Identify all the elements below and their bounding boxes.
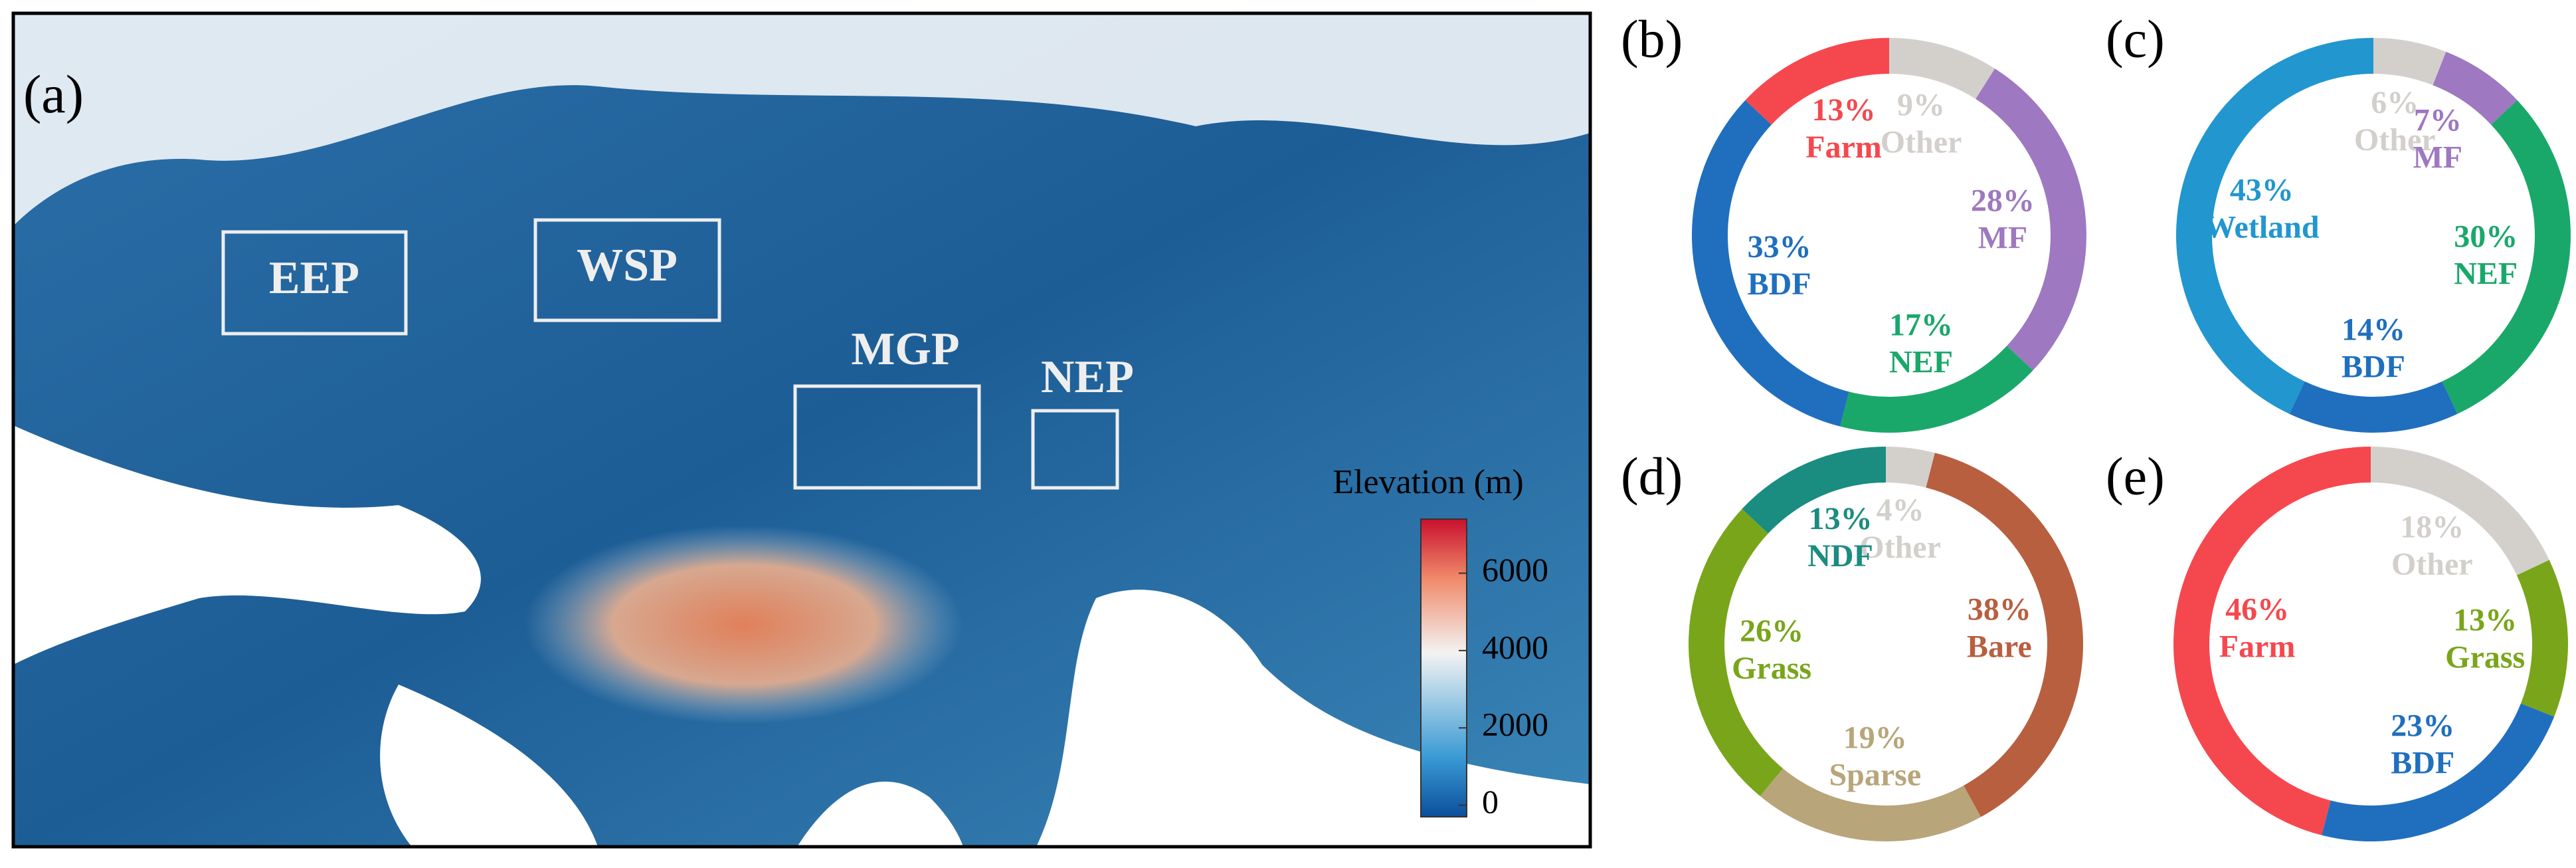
panel-label: (c) [2106, 10, 2165, 68]
donut-segment [1692, 100, 1849, 427]
category-label: MF [1978, 220, 2028, 255]
map-frame [11, 11, 1592, 849]
category-label: BDF [2342, 349, 2405, 384]
value-label: 28% [1971, 183, 2035, 218]
colorbar-tick-label: 6000 [1482, 551, 1548, 588]
category-label: BDF [1748, 267, 1811, 302]
value-label: 26% [1740, 613, 1803, 649]
value-label: 19% [1843, 720, 1907, 756]
panel-label: (a) [23, 64, 84, 124]
donut-segment [1889, 38, 1995, 99]
region-label: WSP [577, 240, 678, 291]
region-box [533, 218, 721, 322]
panel-label: (e) [2106, 447, 2165, 506]
value-label: 6% [2371, 85, 2419, 120]
donut-segment [2442, 100, 2571, 414]
donut-segment [1742, 447, 1886, 534]
category-label: Bare [1967, 629, 2032, 664]
region-label: MGP [851, 324, 959, 375]
donut-segment [2516, 560, 2568, 717]
plateau [525, 525, 963, 724]
region-label: EEP [269, 253, 359, 304]
donut-segment [2373, 38, 2446, 86]
donut-segment [1976, 68, 2086, 371]
value-label: 4% [1877, 492, 1924, 528]
category-label: Grass [1732, 651, 1811, 686]
colorbar-tick-label: 4000 [1482, 628, 1548, 665]
category-label: MF [2413, 140, 2463, 175]
donut-segment [2322, 703, 2555, 841]
colorbar-tick-label: 2000 [1482, 706, 1548, 743]
colorbar-title: Elevation (m) [1333, 463, 1523, 501]
category-label: Other [2354, 122, 2436, 158]
value-label: 43% [2230, 172, 2294, 207]
category-label: Other [1881, 125, 1962, 160]
value-label: 13% [1812, 92, 1876, 128]
map: (a) [11, 11, 1592, 849]
category-label: Wetland [2204, 209, 2320, 245]
value-label: 33% [1748, 229, 1811, 265]
donut-segment [2433, 51, 2518, 125]
value-label: 30% [2454, 219, 2518, 254]
region-box [221, 230, 408, 336]
category-label: Sparse [1829, 758, 1921, 793]
donut-segment [1926, 453, 2083, 817]
category-label: Grass [2445, 640, 2525, 675]
region-label: NEP [1041, 352, 1134, 403]
arabian-sea [380, 685, 598, 847]
bay [797, 782, 963, 847]
value-label: 38% [1968, 592, 2031, 627]
donut-segment [2289, 381, 2458, 433]
region-box [1031, 409, 1119, 490]
donut-segment [1840, 346, 2033, 433]
value-label: 13% [1809, 501, 1873, 536]
value-label: 17% [1889, 307, 1953, 342]
category-label: NEF [1889, 344, 1953, 380]
category-label: Farm [2219, 629, 2296, 664]
value-label: 18% [2400, 510, 2464, 545]
category-label: Other [1859, 530, 1941, 565]
panel-label: (b) [1621, 10, 1683, 68]
region-box [793, 384, 981, 490]
donut-segment [2175, 37, 2373, 414]
value-label: 9% [1897, 88, 1945, 123]
value-label: 14% [2342, 312, 2405, 347]
arctic-sea [13, 13, 1590, 226]
donut-segment [1760, 768, 1981, 841]
panel-label: (d) [1621, 447, 1683, 506]
value-label: 46% [2225, 592, 2289, 627]
donut-segment [1886, 447, 1935, 488]
donut-segment [2371, 447, 2549, 576]
category-label: Farm [1805, 130, 1882, 165]
donut-segment [1689, 508, 1784, 796]
category-label: Other [2391, 547, 2473, 582]
category-label: NEF [2454, 256, 2518, 291]
colorbar-tick-label: 0 [1482, 783, 1499, 820]
value-label: 7% [2414, 103, 2462, 138]
category-label: BDF [2391, 746, 2454, 781]
value-label: 23% [2391, 708, 2454, 744]
category-label: NDF [1807, 538, 1873, 574]
donut-segment [1745, 38, 1889, 125]
value-label: 13% [2453, 603, 2517, 638]
mediterranean [13, 425, 481, 665]
donut-segment [2173, 447, 2371, 835]
colorbar [1420, 518, 1467, 817]
